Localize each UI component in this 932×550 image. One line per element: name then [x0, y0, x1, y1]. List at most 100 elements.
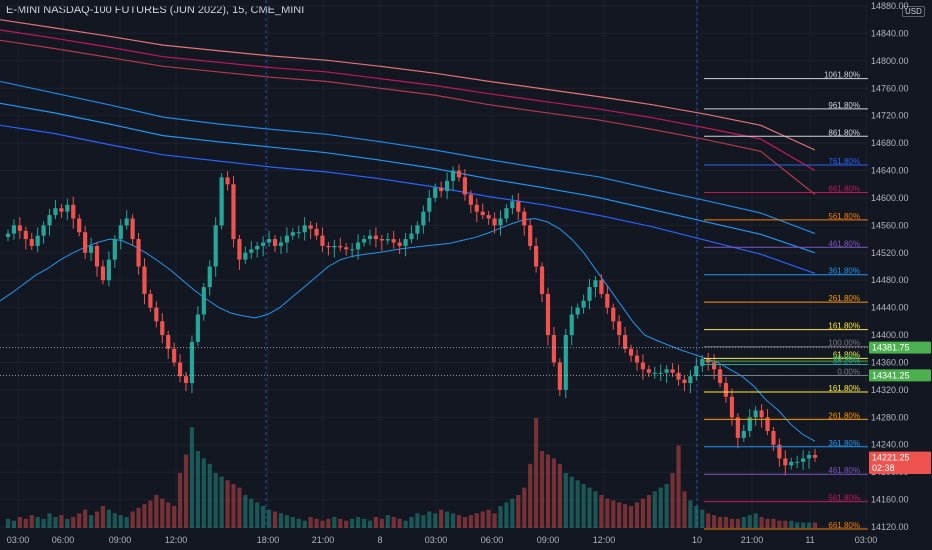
x-tick-label: 03:00 — [855, 535, 878, 545]
volume-bar — [88, 515, 94, 528]
volume-bar — [183, 454, 189, 528]
volume-bar — [385, 515, 390, 528]
x-tick-label: 09:00 — [537, 535, 560, 545]
grid-lines — [0, 0, 868, 528]
candle-body — [195, 314, 200, 342]
volume-bar — [308, 517, 313, 528]
volume-bar — [450, 513, 456, 528]
candle-body — [717, 369, 723, 384]
candle-body — [456, 170, 462, 178]
candle-body — [172, 348, 177, 363]
ema-bands — [0, 19, 816, 274]
fib-level-label: 261.80% — [828, 294, 860, 303]
price-badge-bg — [869, 451, 931, 464]
volume-bar — [599, 495, 604, 528]
candle-body — [812, 455, 818, 458]
candle-body — [539, 266, 545, 294]
volume-bar — [403, 520, 408, 528]
volume-bar — [462, 517, 468, 528]
volume-bar — [474, 513, 479, 528]
candle-body — [664, 369, 669, 373]
candle-body — [88, 245, 94, 253]
x-tick-label: 12:00 — [165, 535, 188, 545]
candle-body — [41, 225, 46, 236]
x-tick-label: 8 — [377, 535, 382, 545]
volume-bar — [563, 473, 568, 528]
candle-body — [397, 242, 402, 246]
volume-bar — [94, 511, 100, 528]
candle-body — [308, 225, 313, 229]
volume-bar — [729, 518, 735, 528]
candle-body — [189, 341, 195, 384]
candle-body — [243, 252, 248, 260]
candle-body — [5, 233, 11, 238]
fib-level-label: 38.20% — [833, 357, 860, 366]
currency-badge[interactable]: USD — [902, 6, 925, 17]
candle-body — [160, 321, 165, 336]
candle-body — [213, 225, 218, 267]
fib-level-label: 461.80% — [828, 466, 860, 475]
candle-body — [361, 239, 367, 243]
volume-bar — [456, 515, 462, 528]
fib-level-label: 161.80% — [828, 384, 860, 393]
candle-body — [557, 362, 562, 390]
candle-body — [350, 249, 355, 251]
candle-body — [534, 245, 539, 267]
volume-bar — [148, 500, 153, 528]
volume-bar — [350, 518, 355, 528]
candle-body — [765, 417, 770, 432]
volume-bar — [83, 509, 88, 528]
volume-bar — [759, 517, 764, 528]
price-badge-bg — [869, 369, 931, 382]
candle-body — [367, 235, 373, 240]
volume-bar — [361, 518, 367, 528]
price-badge-bg — [869, 341, 931, 354]
candle-body — [486, 215, 491, 219]
y-tick-label: 14360.00 — [871, 357, 909, 367]
candle-body — [11, 225, 17, 234]
candle-body — [183, 376, 189, 384]
volume-bar — [231, 484, 236, 528]
candle-body — [71, 204, 76, 219]
y-tick-label: 14880.00 — [871, 1, 909, 11]
volume-bar — [789, 520, 794, 528]
volume-bar — [71, 517, 76, 528]
volume-bar — [355, 517, 361, 528]
candle-body — [694, 365, 699, 377]
y-tick-label: 14120.00 — [871, 522, 909, 532]
candle-body — [409, 233, 414, 240]
candle-body — [759, 410, 764, 418]
candle-body — [611, 307, 616, 322]
x-tick-label: 06:00 — [52, 535, 75, 545]
x-tick-label: 09:00 — [109, 535, 132, 545]
volume-bar — [569, 476, 574, 528]
candle-body — [771, 431, 776, 445]
volume-bar — [522, 487, 527, 528]
candle-body — [344, 247, 349, 250]
volume-bar — [545, 454, 551, 528]
candle-body — [17, 225, 22, 231]
candle-body — [569, 314, 574, 336]
volume-bar — [439, 509, 444, 528]
y-tick-label: 14760.00 — [871, 83, 909, 93]
volume-bar — [581, 484, 586, 528]
candle-body — [735, 417, 740, 438]
candle-body — [563, 335, 568, 390]
volume-bar — [421, 515, 426, 528]
candle-body — [154, 307, 159, 322]
candle-body — [112, 239, 117, 260]
candle-body — [53, 208, 58, 216]
candle-body — [504, 208, 509, 219]
candle-body — [106, 259, 111, 281]
fib-level-label: 161.80% — [828, 322, 860, 331]
y-tick-label: 14640.00 — [871, 166, 909, 176]
candle-body — [237, 239, 242, 260]
ema-band-line — [0, 39, 816, 195]
volume-bar — [717, 517, 723, 528]
candle-body — [712, 362, 717, 370]
price-badge-text: 14381.75 — [872, 343, 910, 353]
volume-bar — [302, 520, 307, 528]
volume-bar — [795, 522, 800, 528]
volume-bar — [53, 517, 58, 528]
